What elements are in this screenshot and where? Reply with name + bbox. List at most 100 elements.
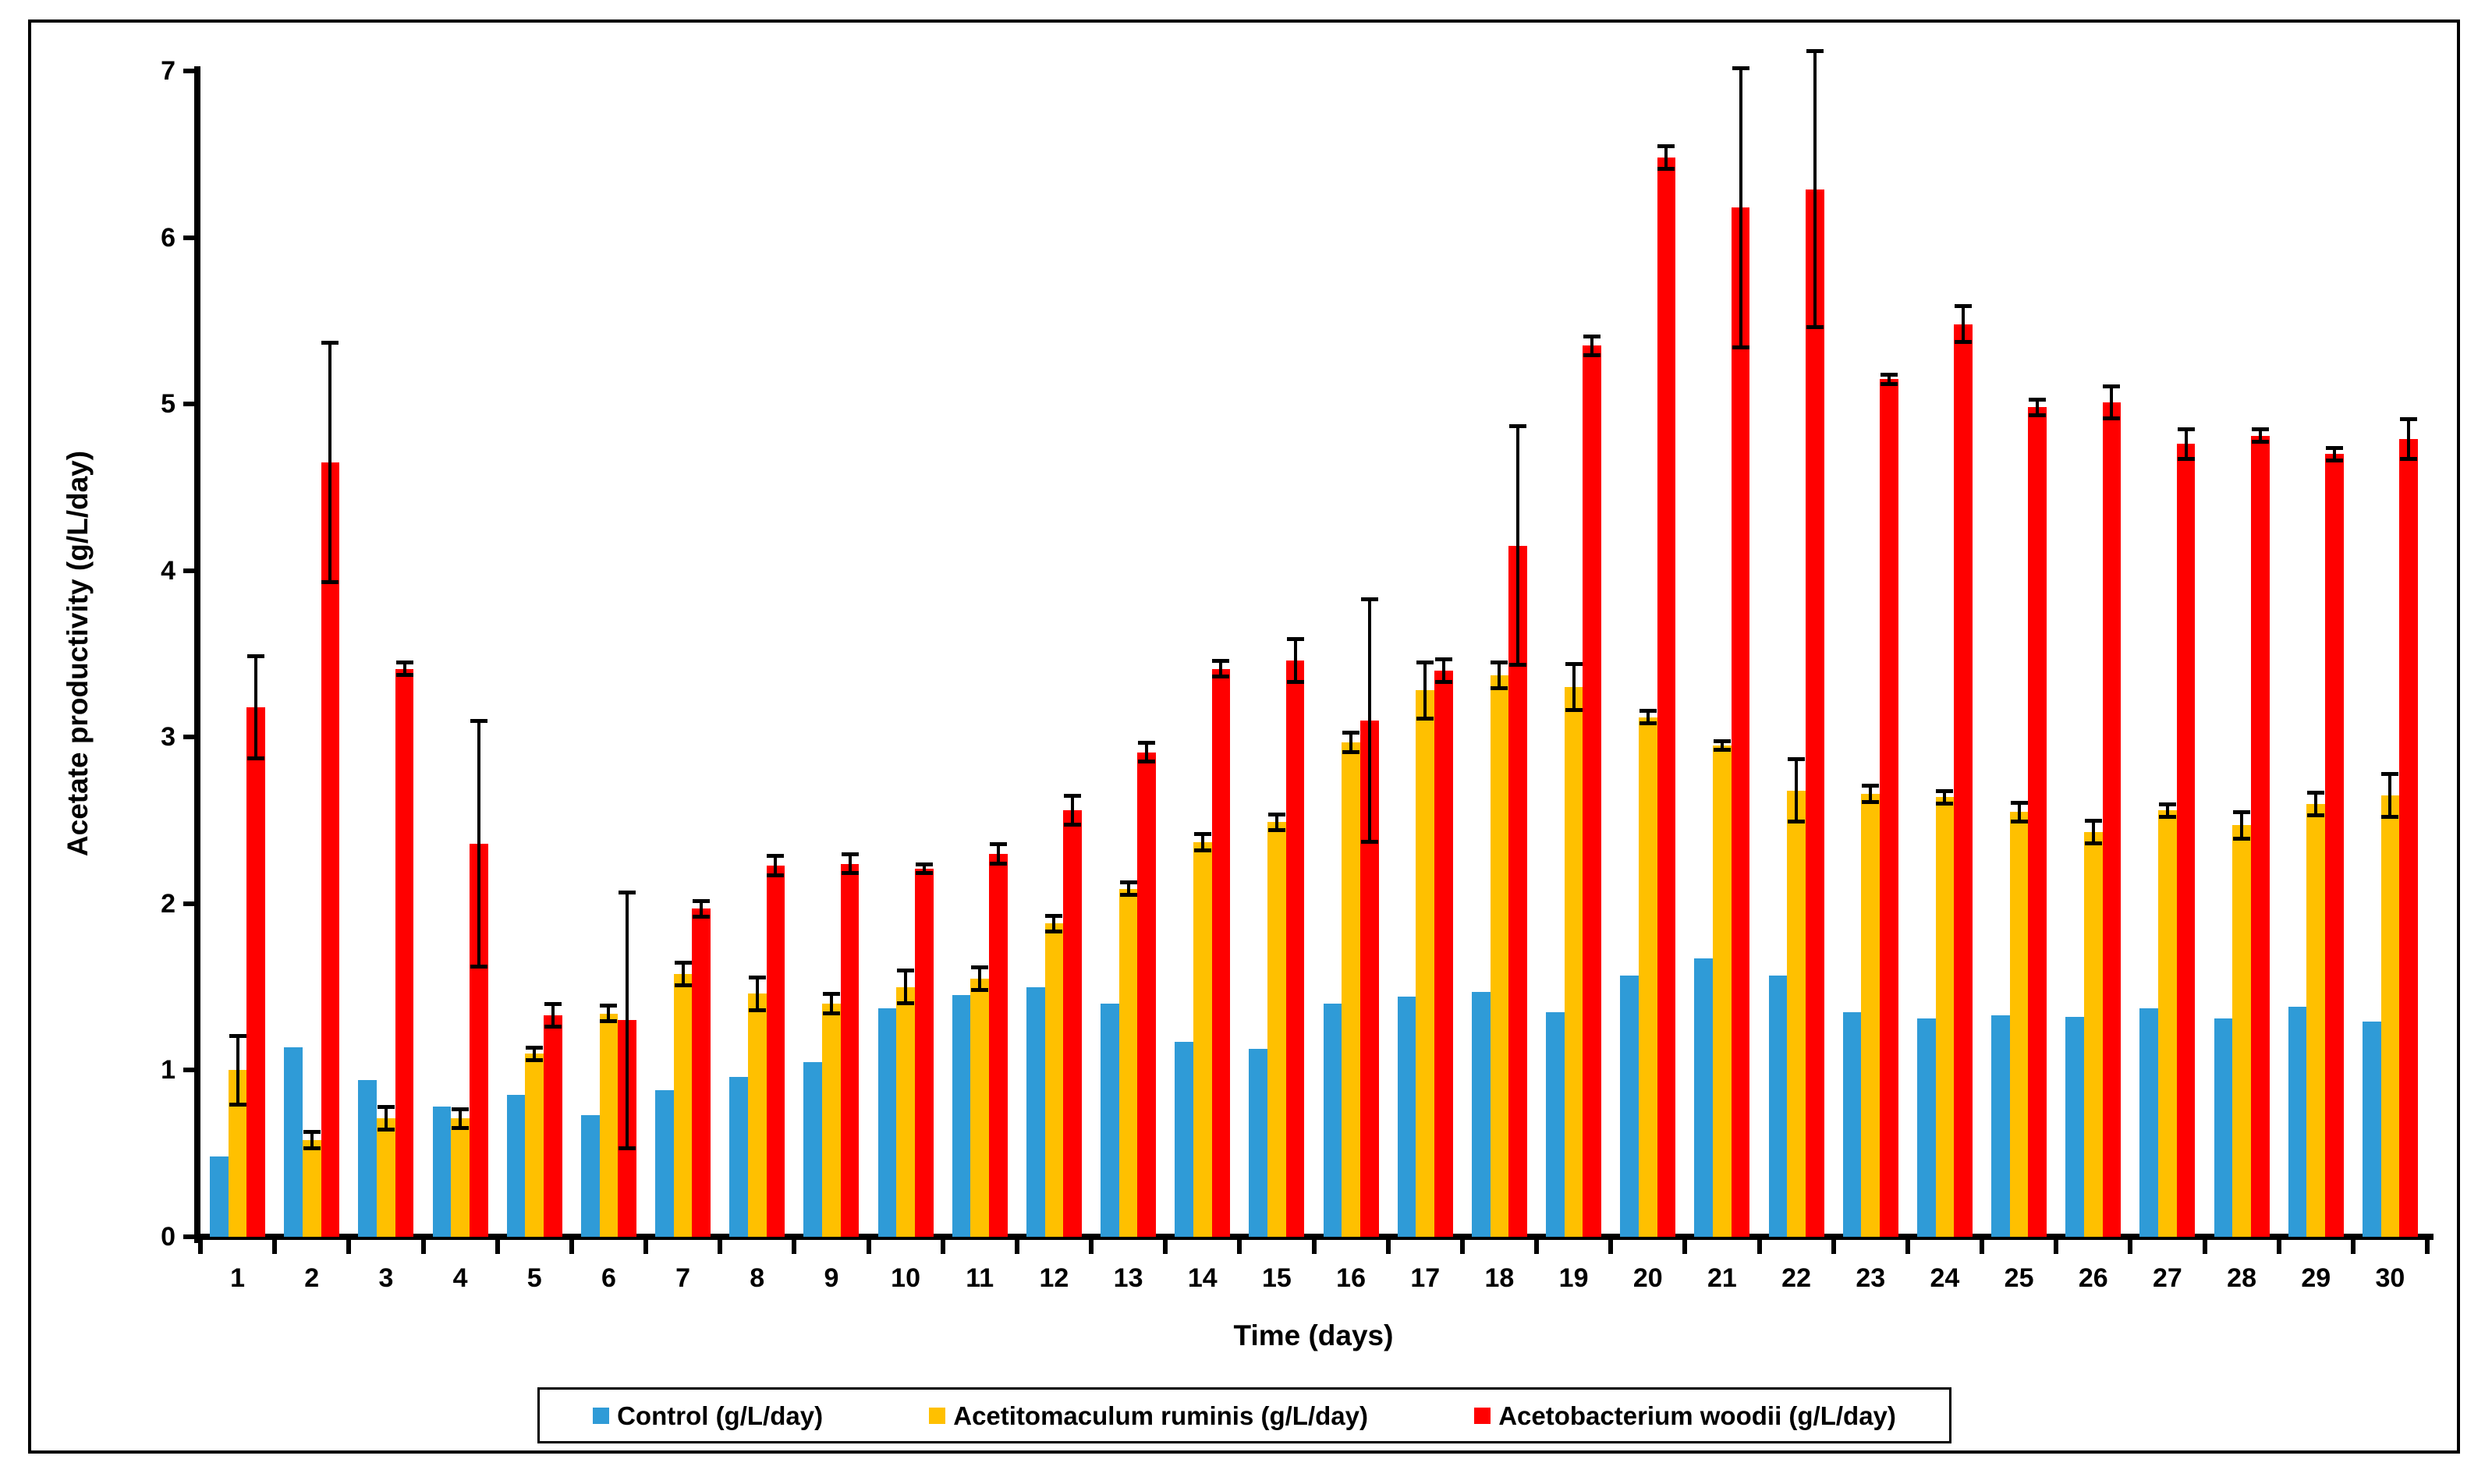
error-cap-top-acetobacterium-woodii-day-3 xyxy=(395,661,413,665)
error-bar-acetobacterium-woodii-day-4 xyxy=(477,720,480,967)
bar-acetitomaculum-ruminis-day-24 xyxy=(1935,797,1955,1237)
error-bar-acetobacterium-woodii-day-19 xyxy=(1590,335,1594,356)
error-cap-top-acetobacterium-woodii-day-15 xyxy=(1286,637,1304,642)
error-bar-acetitomaculum-ruminis-day-5 xyxy=(533,1047,537,1061)
x-tick-label: 12 xyxy=(1039,1263,1069,1293)
x-tick-mark xyxy=(272,1240,278,1254)
error-cap-top-acetobacterium-woodii-day-11 xyxy=(989,841,1007,846)
error-bar-acetobacterium-woodii-day-20 xyxy=(1664,146,1668,169)
error-bar-acetitomaculum-ruminis-day-23 xyxy=(1869,785,1873,802)
bar-acetitomaculum-ruminis-day-20 xyxy=(1638,717,1657,1237)
x-tick-mark xyxy=(1014,1240,1019,1254)
error-bar-acetobacterium-woodii-day-26 xyxy=(2110,385,2114,420)
error-cap-top-acetitomaculum-ruminis-day-19 xyxy=(1565,662,1583,667)
error-bar-acetobacterium-woodii-day-27 xyxy=(2184,429,2188,459)
error-cap-bottom-acetitomaculum-ruminis-day-4 xyxy=(452,1126,470,1131)
y-tick-mark xyxy=(183,568,194,573)
error-cap-top-acetobacterium-woodii-day-28 xyxy=(2251,427,2269,432)
x-tick-label: 24 xyxy=(1930,1263,1960,1293)
bar-acetitomaculum-ruminis-day-12 xyxy=(1044,923,1064,1237)
error-bar-acetobacterium-woodii-day-5 xyxy=(551,1004,555,1027)
x-tick-label: 15 xyxy=(1261,1263,1292,1293)
x-tick-label: 5 xyxy=(526,1263,542,1293)
bar-acetitomaculum-ruminis-day-2 xyxy=(302,1140,321,1237)
error-cap-top-acetitomaculum-ruminis-day-22 xyxy=(1788,757,1806,762)
bar-acetobacterium-woodii-day-24 xyxy=(1954,324,1973,1237)
bar-acetitomaculum-ruminis-day-3 xyxy=(377,1118,395,1237)
bar-control-day-23 xyxy=(1842,1011,1862,1237)
legend-label-acetitomaculum-ruminis: Acetitomaculum ruminis (g/L/day) xyxy=(953,1401,1368,1430)
legend-swatch-acetobacterium-woodii xyxy=(1474,1407,1491,1424)
error-bar-acetitomaculum-ruminis-day-26 xyxy=(2091,820,2095,844)
error-cap-top-acetobacterium-woodii-day-29 xyxy=(2325,445,2343,450)
error-cap-top-acetitomaculum-ruminis-day-8 xyxy=(748,975,766,979)
bar-control-day-29 xyxy=(2288,1007,2307,1237)
y-tick-label: 7 xyxy=(161,56,175,86)
bar-control-day-22 xyxy=(1768,975,1788,1237)
error-cap-top-acetitomaculum-ruminis-day-13 xyxy=(1119,880,1137,885)
error-cap-top-acetobacterium-woodii-day-25 xyxy=(2029,397,2047,402)
bar-acetobacterium-woodii-day-17 xyxy=(1434,670,1453,1237)
bar-acetitomaculum-ruminis-day-1 xyxy=(228,1070,247,1237)
error-cap-top-acetobacterium-woodii-day-12 xyxy=(1064,794,1082,799)
error-cap-bottom-acetobacterium-woodii-day-3 xyxy=(395,673,413,678)
x-tick-mark xyxy=(1608,1240,1614,1254)
x-tick-label: 23 xyxy=(1856,1263,1886,1293)
figure-border xyxy=(28,19,2460,1454)
x-tick-mark xyxy=(1682,1240,1688,1254)
error-cap-top-acetitomaculum-ruminis-day-12 xyxy=(1045,913,1063,918)
error-cap-bottom-acetobacterium-woodii-day-19 xyxy=(1583,353,1601,358)
error-cap-bottom-acetitomaculum-ruminis-day-14 xyxy=(1193,848,1211,852)
error-cap-top-acetobacterium-woodii-day-30 xyxy=(2400,417,2418,422)
bar-acetobacterium-woodii-day-2 xyxy=(321,462,340,1237)
error-cap-bottom-acetobacterium-woodii-day-22 xyxy=(1806,324,1824,329)
error-cap-top-acetitomaculum-ruminis-day-20 xyxy=(1639,709,1657,714)
bar-acetobacterium-woodii-day-9 xyxy=(840,863,860,1237)
error-cap-top-acetitomaculum-ruminis-day-4 xyxy=(452,1107,470,1111)
bar-control-day-26 xyxy=(2065,1017,2084,1237)
error-bar-acetobacterium-woodii-day-10 xyxy=(922,863,926,874)
bar-acetobacterium-woodii-day-1 xyxy=(246,707,266,1237)
x-tick-label: 7 xyxy=(675,1263,691,1293)
error-cap-bottom-acetitomaculum-ruminis-day-30 xyxy=(2381,814,2399,819)
error-cap-bottom-acetitomaculum-ruminis-day-10 xyxy=(897,1001,915,1005)
bar-acetobacterium-woodii-day-3 xyxy=(395,668,414,1237)
bar-acetobacterium-woodii-day-28 xyxy=(2250,435,2270,1237)
x-axis-line xyxy=(194,1234,2434,1240)
error-cap-bottom-acetitomaculum-ruminis-day-19 xyxy=(1565,708,1583,713)
error-cap-top-acetobacterium-woodii-day-7 xyxy=(693,898,711,903)
bar-acetobacterium-woodii-day-30 xyxy=(2399,438,2418,1237)
error-cap-bottom-acetitomaculum-ruminis-day-22 xyxy=(1788,820,1806,824)
bar-acetitomaculum-ruminis-day-26 xyxy=(2083,832,2103,1237)
x-tick-label: 28 xyxy=(2227,1263,2256,1293)
error-cap-bottom-acetitomaculum-ruminis-day-12 xyxy=(1045,930,1063,934)
error-cap-top-acetitomaculum-ruminis-day-27 xyxy=(2158,802,2176,806)
error-bar-acetobacterium-woodii-day-3 xyxy=(402,662,406,676)
bar-control-day-30 xyxy=(2362,1022,2381,1237)
bar-control-day-8 xyxy=(729,1076,748,1237)
error-cap-top-acetobacterium-woodii-day-9 xyxy=(841,852,859,856)
y-tick-label: 1 xyxy=(161,1055,175,1086)
error-cap-bottom-acetitomaculum-ruminis-day-18 xyxy=(1491,686,1508,691)
x-tick-mark xyxy=(718,1240,723,1254)
error-cap-bottom-acetitomaculum-ruminis-day-27 xyxy=(2158,814,2176,819)
x-tick-label: 30 xyxy=(2375,1263,2405,1293)
bar-acetitomaculum-ruminis-day-27 xyxy=(2158,810,2177,1237)
bar-acetitomaculum-ruminis-day-16 xyxy=(1342,742,1360,1237)
x-tick-mark xyxy=(1163,1240,1168,1254)
error-cap-bottom-acetitomaculum-ruminis-day-24 xyxy=(1936,801,1954,806)
error-cap-top-acetitomaculum-ruminis-day-5 xyxy=(526,1045,544,1050)
legend-item-acetobacterium-woodii: Acetobacterium woodii (g/L/day) xyxy=(1474,1403,1896,1429)
bar-acetobacterium-woodii-day-23 xyxy=(1880,379,1898,1237)
error-cap-bottom-acetobacterium-woodii-day-21 xyxy=(1732,345,1749,349)
bar-acetitomaculum-ruminis-day-18 xyxy=(1490,675,1509,1237)
error-bar-acetitomaculum-ruminis-day-8 xyxy=(755,976,759,1011)
bar-acetobacterium-woodii-day-14 xyxy=(1211,668,1231,1237)
error-bar-acetobacterium-woodii-day-1 xyxy=(254,655,258,760)
error-cap-bottom-acetobacterium-woodii-day-14 xyxy=(1212,675,1230,679)
x-tick-label: 19 xyxy=(1558,1263,1589,1293)
x-tick-mark xyxy=(1311,1240,1317,1254)
x-tick-mark xyxy=(940,1240,945,1254)
x-axis-title: Time (days) xyxy=(1233,1319,1394,1351)
error-cap-bottom-acetobacterium-woodii-day-29 xyxy=(2325,458,2343,462)
